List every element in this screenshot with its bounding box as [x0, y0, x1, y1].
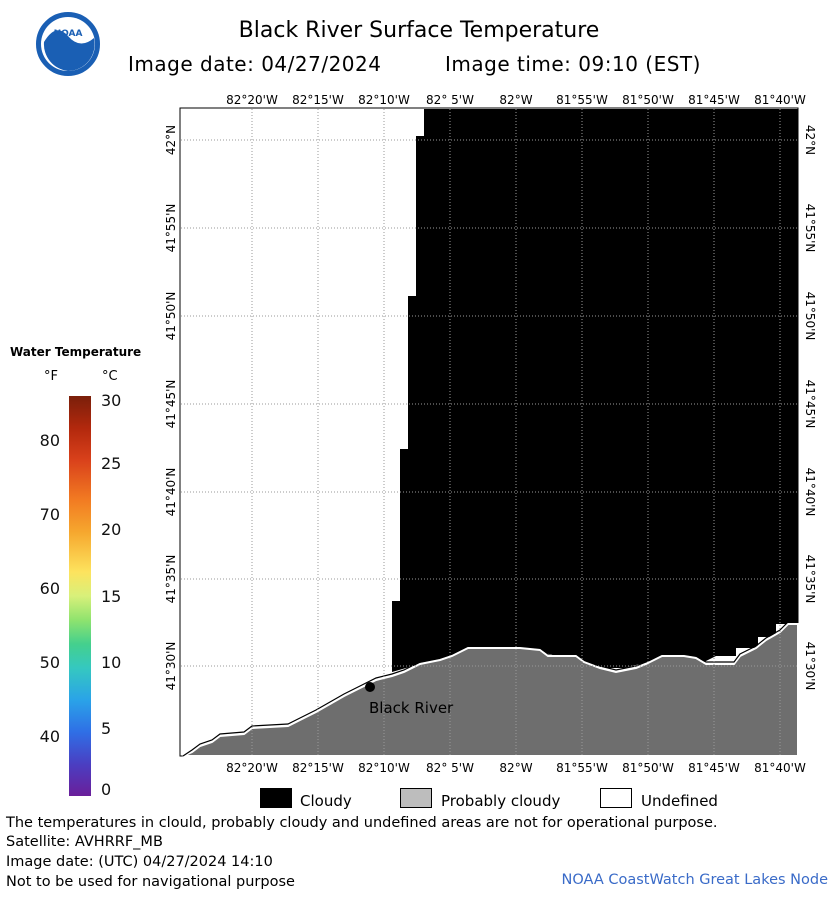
lat-label: 41°50'N	[803, 292, 817, 341]
page-title: Black River Surface Temperature	[238, 18, 600, 43]
legend-title: Water Temperature	[10, 345, 142, 359]
undefined-label: Undefined	[641, 792, 718, 810]
lat-label: 41°35'N	[164, 555, 178, 604]
tick-c: 20	[101, 520, 122, 539]
tick-c: 15	[101, 587, 122, 606]
cloudy-region	[392, 109, 798, 672]
lon-label: 81°55'W	[556, 93, 608, 107]
shoreline	[182, 621, 798, 757]
lon-labels-bottom: 82°20'W 82°15'W 82°10'W 82° 5'W 82°W 81°55'W 8…	[226, 761, 806, 775]
lat-label: 41°45'N	[803, 380, 817, 429]
lat-labels-right: 42°N 41°55'N 41°50'N 41°45'N 41°40'N 41°35'N 4…	[803, 125, 817, 691]
location-marker	[365, 682, 375, 692]
lon-label: 81°40'W	[754, 761, 806, 775]
tick-f: 70	[39, 505, 60, 524]
tick-f: 80	[39, 431, 60, 450]
tick-c: 30	[101, 391, 122, 410]
utc-date: Image date: (UTC) 04/27/2024 14:10	[6, 854, 273, 870]
lon-labels-top: 82°20'W 82°15'W 82°10'W 82° 5'W 82°W 81°55'W 8…	[226, 93, 806, 107]
unit-f: °F	[44, 369, 58, 384]
credit: NOAA CoastWatch Great Lakes Node	[561, 872, 828, 888]
noaa-logo-icon: NOAA	[36, 12, 100, 76]
lon-label: 82°10'W	[358, 93, 410, 107]
lat-label: 41°40'N	[164, 468, 178, 517]
image-time: Image time: 09:10 (EST)	[445, 52, 701, 76]
logo-text: NOAA	[54, 29, 83, 39]
lon-label: 82° 5'W	[426, 93, 474, 107]
lon-label: 81°45'W	[688, 93, 740, 107]
satellite-info: Satellite: AVHRRF_MB	[6, 834, 163, 850]
grid	[181, 109, 798, 756]
lat-label: 42°N	[803, 125, 817, 155]
lon-label: 82°W	[499, 93, 532, 107]
tick-c: 10	[101, 653, 122, 672]
unit-c: °C	[102, 369, 118, 384]
lon-label: 82°15'W	[292, 93, 344, 107]
lon-label: 82°W	[499, 761, 532, 775]
image-date: Image date: 04/27/2024	[128, 52, 382, 76]
lat-label: 41°55'N	[803, 204, 817, 253]
disclaimer: The temperatures in clould, probably clo…	[6, 815, 718, 831]
lon-label: 81°40'W	[754, 93, 806, 107]
temperature-colorbar	[69, 396, 91, 796]
lat-label: 41°50'N	[164, 292, 178, 341]
lon-label: 82°20'W	[226, 761, 278, 775]
lon-label: 82°20'W	[226, 93, 278, 107]
lat-label: 41°40'N	[803, 468, 817, 517]
probably-cloudy-swatch	[400, 788, 432, 808]
tick-c: 0	[101, 780, 112, 799]
cloudy-label: Cloudy	[300, 792, 352, 810]
tick-f: 40	[39, 727, 60, 746]
lon-label: 82° 5'W	[426, 761, 474, 775]
lat-label: 41°55'N	[164, 204, 178, 253]
navigation-note: Not to be used for navigational purpose	[6, 874, 295, 890]
lon-label: 81°50'W	[622, 761, 674, 775]
tick-c: 25	[101, 454, 122, 473]
tick-f: 60	[39, 579, 60, 598]
lon-label: 81°45'W	[688, 761, 740, 775]
lat-label: 41°45'N	[164, 380, 178, 429]
lat-label: 41°30'N	[803, 642, 817, 691]
lon-label: 82°10'W	[358, 761, 410, 775]
lat-labels-left: 42°N 41°55'N 41°50'N 41°45'N 41°40'N 41°35'N 4…	[164, 125, 178, 691]
location-label: Black River	[369, 699, 454, 717]
lon-label: 81°55'W	[556, 761, 608, 775]
cloudy-swatch	[260, 788, 292, 808]
lat-label: 41°35'N	[803, 555, 817, 604]
lat-label: 41°30'N	[164, 642, 178, 691]
land-region	[182, 623, 799, 757]
lon-label: 82°15'W	[292, 761, 344, 775]
probably-cloudy-label: Probably cloudy	[441, 792, 561, 810]
tick-c: 5	[101, 719, 112, 738]
lon-label: 81°50'W	[622, 93, 674, 107]
lat-label: 42°N	[164, 125, 178, 155]
tick-f: 50	[39, 653, 60, 672]
undefined-swatch	[600, 788, 632, 808]
